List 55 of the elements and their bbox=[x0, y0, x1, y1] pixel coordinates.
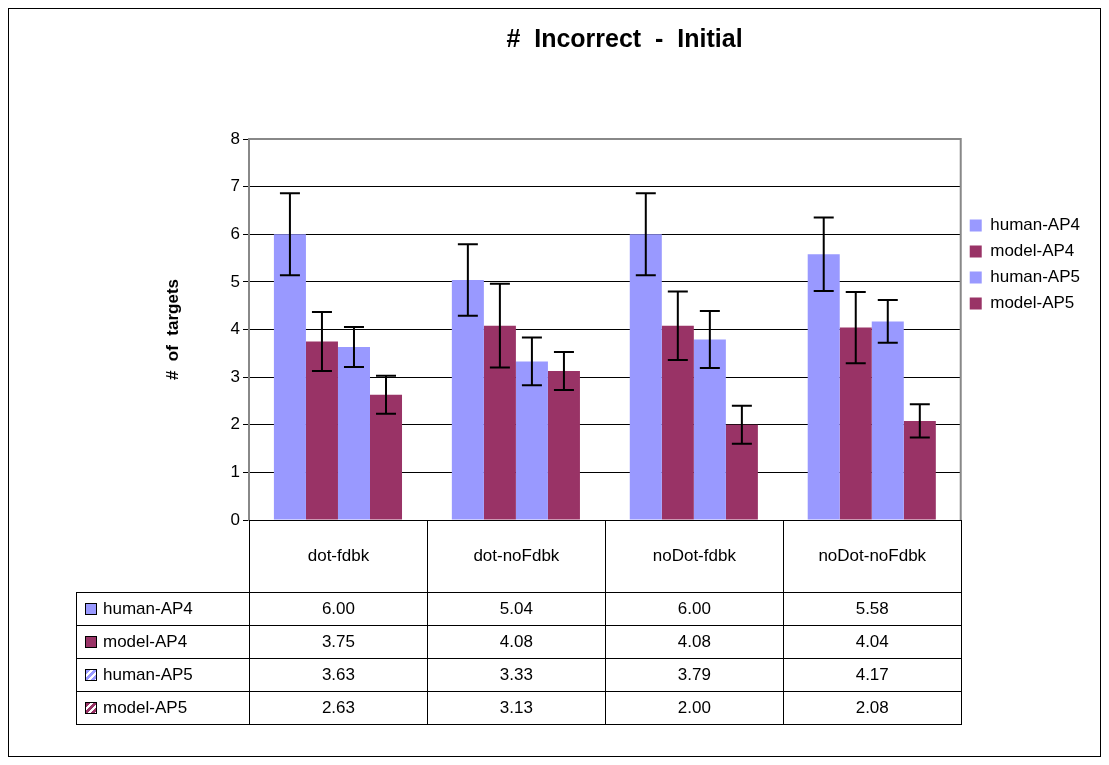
bar bbox=[903, 420, 936, 520]
data-label: 5.58 bbox=[782, 592, 962, 626]
chart-title: # Incorrect - Initial bbox=[506, 23, 743, 52]
data-label: 5.04 bbox=[426, 592, 606, 626]
bar bbox=[337, 347, 370, 520]
legend-label: model-AP5 bbox=[990, 293, 1075, 313]
bar bbox=[451, 279, 484, 520]
text: human-AP5 bbox=[103, 665, 193, 684]
data-label: 2.00 bbox=[604, 691, 784, 725]
data-label: 3.79 bbox=[604, 658, 784, 692]
data-label: 3.13 bbox=[426, 691, 606, 725]
legend-label: human-AP5 bbox=[990, 267, 1081, 287]
data-label: 6.00 bbox=[249, 592, 428, 626]
y-tick-label: 0 bbox=[230, 509, 240, 529]
legend-label: human-AP4 bbox=[103, 599, 193, 619]
bar bbox=[693, 339, 726, 520]
legend-label: model-AP4 bbox=[990, 241, 1075, 261]
data-label: 6.00 bbox=[604, 592, 784, 626]
x-tick-label: dot-noFdbk bbox=[426, 520, 606, 593]
y-axis-title: # of targets bbox=[162, 278, 182, 381]
y-tick-label: 1 bbox=[230, 462, 240, 482]
y-tick-label: 4 bbox=[230, 319, 240, 339]
data-label: 4.08 bbox=[426, 625, 606, 659]
bar bbox=[273, 234, 306, 520]
x-tick-label: dot-fdbk bbox=[249, 520, 428, 593]
bar bbox=[725, 424, 758, 520]
bar bbox=[515, 361, 548, 520]
bar bbox=[305, 341, 338, 520]
bar bbox=[369, 394, 403, 520]
data-label: 2.63 bbox=[249, 691, 428, 725]
bar bbox=[807, 254, 840, 520]
x-tick-label: noDot-noFdbk bbox=[782, 520, 962, 593]
data-label: 4.17 bbox=[782, 658, 962, 692]
y-tick-label: 5 bbox=[230, 271, 240, 291]
bar bbox=[839, 327, 872, 520]
y-tick-label: 3 bbox=[230, 366, 240, 386]
bar bbox=[547, 370, 580, 520]
bar bbox=[871, 321, 904, 520]
data-label: 3.33 bbox=[426, 658, 606, 692]
x-tick-label: noDot-fdbk bbox=[604, 520, 784, 593]
data-label: 4.08 bbox=[604, 625, 784, 659]
text: human-AP4 bbox=[990, 215, 1081, 235]
data-label: 3.63 bbox=[249, 658, 428, 692]
data-label: 3.75 bbox=[249, 625, 428, 659]
y-tick-label: 8 bbox=[230, 128, 240, 148]
y-tick-label: 7 bbox=[230, 176, 240, 196]
y-tick-label: 2 bbox=[230, 414, 240, 434]
bar bbox=[483, 325, 516, 520]
data-label: 2.08 bbox=[782, 691, 962, 725]
data-label: 4.04 bbox=[782, 625, 962, 659]
text: model-AP5 bbox=[103, 698, 188, 717]
bar bbox=[629, 234, 662, 520]
y-tick-label: 6 bbox=[230, 223, 240, 243]
text: model-AP4 bbox=[103, 632, 188, 651]
bar bbox=[661, 325, 694, 520]
